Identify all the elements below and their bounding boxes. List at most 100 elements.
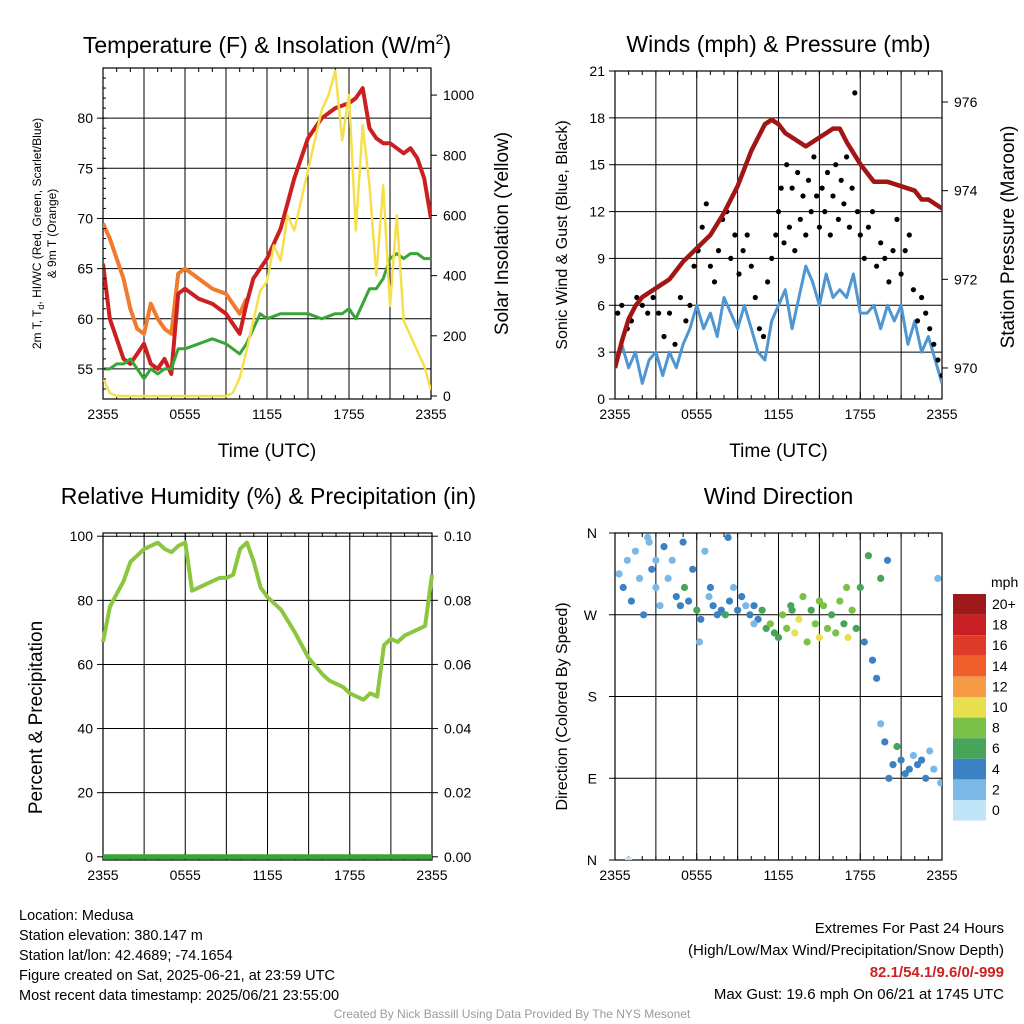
direction-point: [937, 779, 942, 787]
legend-label: 12: [992, 678, 1008, 694]
gust-point: [882, 255, 888, 261]
y-axis-label-left: 2m T, Td, HI/WC (Red, Green, Scarlet/Blu…: [30, 118, 46, 349]
gust-point: [650, 294, 656, 301]
y-tick-label-left: 20: [77, 785, 93, 801]
title-end: ): [443, 32, 451, 58]
direction-point: [615, 570, 623, 578]
gust-point: [838, 177, 844, 183]
gust-point: [784, 162, 790, 168]
x-tick-label: 2355: [926, 867, 957, 883]
direction-point: [668, 556, 676, 564]
direction-point: [922, 774, 930, 782]
direction-point: [619, 583, 627, 592]
x-tick-label: 0555: [681, 867, 712, 883]
direction-point: [635, 574, 644, 583]
x-axis-label: Time (UTC): [729, 441, 828, 462]
direction-point: [679, 538, 687, 546]
direction-point: [645, 538, 653, 546]
direction-point: [844, 633, 852, 642]
legend-swatch: [953, 655, 986, 677]
y-tick-label-left: 80: [77, 110, 93, 126]
direction-point: [934, 574, 942, 583]
title-sup: 2: [436, 31, 444, 47]
legend-swatch: [953, 635, 986, 656]
gust-point: [902, 248, 908, 254]
direction-point: [815, 633, 824, 642]
gust-point: [890, 248, 896, 254]
x-tick-label: 2355: [87, 406, 118, 422]
y-tick-label-left: N: [587, 852, 597, 868]
direction-point: [680, 583, 689, 592]
direction-point: [625, 856, 633, 860]
series-line-temperature: [103, 86, 431, 376]
y-tick-label-left: 0: [597, 391, 605, 407]
gust-point: [830, 193, 836, 199]
legend-label: 4: [992, 761, 1000, 777]
gust-point: [898, 271, 904, 277]
legend-label: 8: [992, 720, 1000, 736]
x-tick-label: 0555: [169, 406, 200, 422]
chart-title: Winds (mph) & Pressure (mb): [626, 31, 930, 57]
direction-point: [701, 547, 709, 555]
legend-label: 0: [992, 802, 1000, 818]
gust-point: [854, 209, 861, 215]
direction-point: [758, 606, 766, 614]
x-tick-label: 0555: [170, 867, 201, 883]
direction-point: [742, 602, 750, 610]
y-axis-label-right: Solar Insolation (Yellow): [492, 132, 513, 335]
gust-point: [711, 279, 718, 285]
y-tick-label-right: 0.02: [444, 785, 471, 801]
gust-point: [639, 302, 645, 308]
gust-point: [894, 216, 900, 222]
x-tick-label: 2355: [599, 867, 630, 883]
legend-swatch: [953, 758, 986, 780]
location-line: Location: Medusa: [19, 908, 134, 924]
direction-point: [664, 574, 672, 583]
direction-point: [852, 624, 860, 633]
extremes-subtitle: (High/Low/Max Wind/Precipitation/Snow De…: [688, 942, 1004, 959]
y-tick-label-left: 15: [589, 157, 605, 173]
gust-point: [849, 185, 855, 191]
credit-line: Created By Nick Bassill Using Data Provi…: [333, 1007, 691, 1021]
gust-point: [677, 294, 684, 301]
y-tick-label-right: 0.00: [444, 849, 471, 865]
direction-point: [734, 606, 742, 614]
direction-point: [766, 620, 774, 628]
gust-point: [833, 162, 839, 168]
direction-point: [631, 547, 640, 555]
y-label-part: 2m T, T: [30, 309, 44, 349]
direction-point: [693, 606, 701, 614]
gust-point: [615, 310, 621, 316]
legend-swatch: [953, 779, 986, 800]
direction-point: [705, 593, 713, 601]
y-tick-label-left: 70: [77, 210, 93, 226]
x-tick-label: 2355: [599, 406, 630, 422]
direction-point: [856, 583, 864, 592]
gust-point: [748, 263, 754, 269]
direction-point: [695, 638, 704, 646]
chart-title: Wind Direction: [704, 483, 854, 509]
legend-swatch: [953, 614, 986, 636]
gust-point: [939, 373, 942, 379]
gust-point: [822, 209, 828, 215]
gust-point: [835, 216, 842, 222]
y-tick-label-left: S: [588, 689, 597, 705]
panel-rh: 2355 0555 1155 1755 2355 0 20 40 60 80 100 0.00 0.02…: [26, 483, 476, 883]
direction-point: [897, 756, 905, 764]
gust-point: [672, 341, 678, 347]
chart-title: Temperature (F) & Insolation (W/m2): [83, 31, 451, 58]
direction-point: [750, 602, 758, 610]
x-tick-label: 2355: [415, 406, 446, 422]
direction-point: [918, 756, 926, 764]
direction-point: [746, 611, 754, 619]
gust-point: [797, 216, 803, 222]
gust-point: [852, 90, 858, 96]
direction-point: [840, 620, 848, 628]
y-tick-label-right: 0: [443, 388, 451, 404]
gust-point: [931, 341, 937, 347]
direction-point: [877, 574, 885, 583]
direction-point: [823, 624, 832, 633]
gust-point: [760, 333, 767, 340]
direction-point: [889, 761, 897, 769]
y-tick-label-right: 200: [443, 328, 467, 344]
